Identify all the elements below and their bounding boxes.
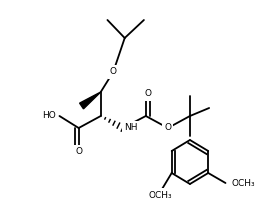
Polygon shape: [80, 92, 101, 109]
Text: O: O: [164, 124, 171, 132]
Text: O: O: [75, 147, 82, 156]
Text: OCH₃: OCH₃: [148, 191, 172, 199]
Text: O: O: [110, 68, 117, 77]
Text: O: O: [144, 89, 151, 99]
Text: HO: HO: [42, 111, 56, 120]
Text: OCH₃: OCH₃: [231, 178, 255, 187]
Text: NH: NH: [124, 124, 137, 132]
